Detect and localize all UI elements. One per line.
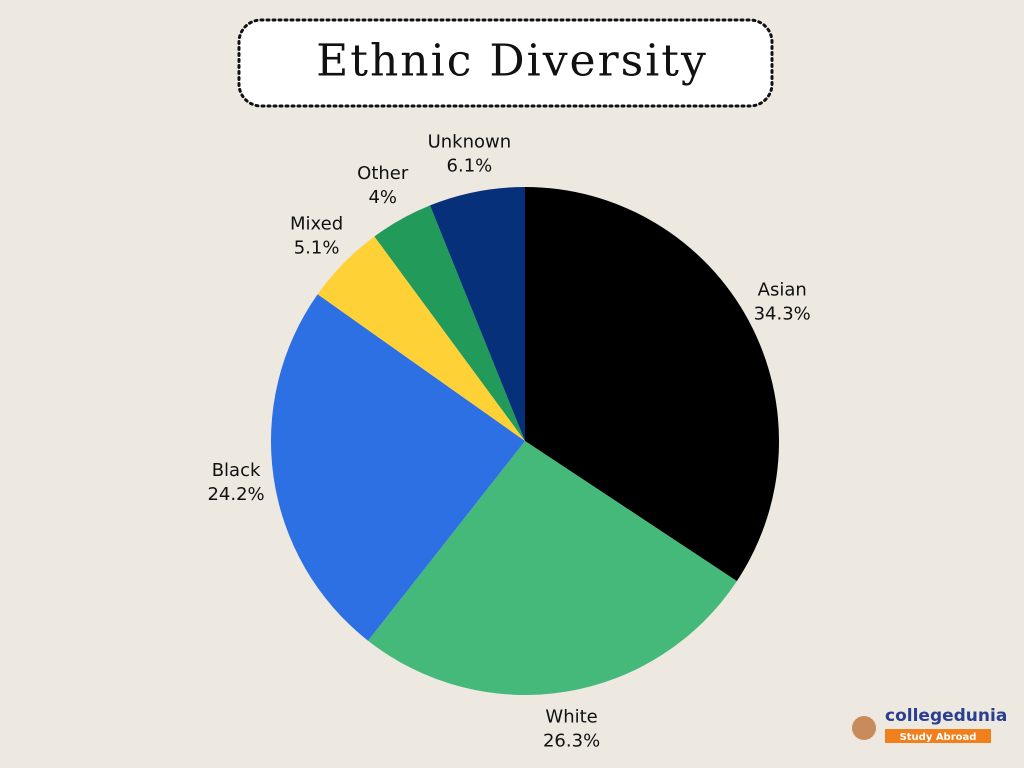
title-box [237, 18, 774, 108]
pie-slice [317, 236, 525, 441]
pie-slice [430, 187, 525, 441]
logo-tag-bg [885, 729, 991, 743]
logo-tagline: Study Abroad [900, 732, 977, 743]
slice-label: Mixed [290, 213, 343, 234]
slice-label: White [545, 706, 597, 727]
slice-value: 4% [368, 187, 397, 208]
pie-slice [374, 205, 525, 441]
slice-label: Black [212, 460, 261, 481]
slice-value: 26.3% [543, 730, 600, 751]
slice-label: Asian [758, 280, 807, 301]
pie-slice [525, 187, 779, 582]
slice-value: 6.1% [447, 155, 493, 176]
slice-label: Other [357, 163, 409, 184]
slice-value: 24.2% [207, 484, 264, 505]
chart-title: Ethnic Diversity [316, 36, 708, 87]
slice-value: 5.1% [294, 237, 340, 258]
pie-slice [368, 441, 737, 696]
logo-icon [852, 716, 876, 740]
slice-value: 34.3% [754, 304, 811, 325]
slice-label: Unknown [428, 131, 512, 152]
pie-slice [270, 294, 525, 641]
logo: collegedunia Study Abroad [852, 706, 1007, 743]
logo-name: collegedunia [885, 706, 1007, 726]
